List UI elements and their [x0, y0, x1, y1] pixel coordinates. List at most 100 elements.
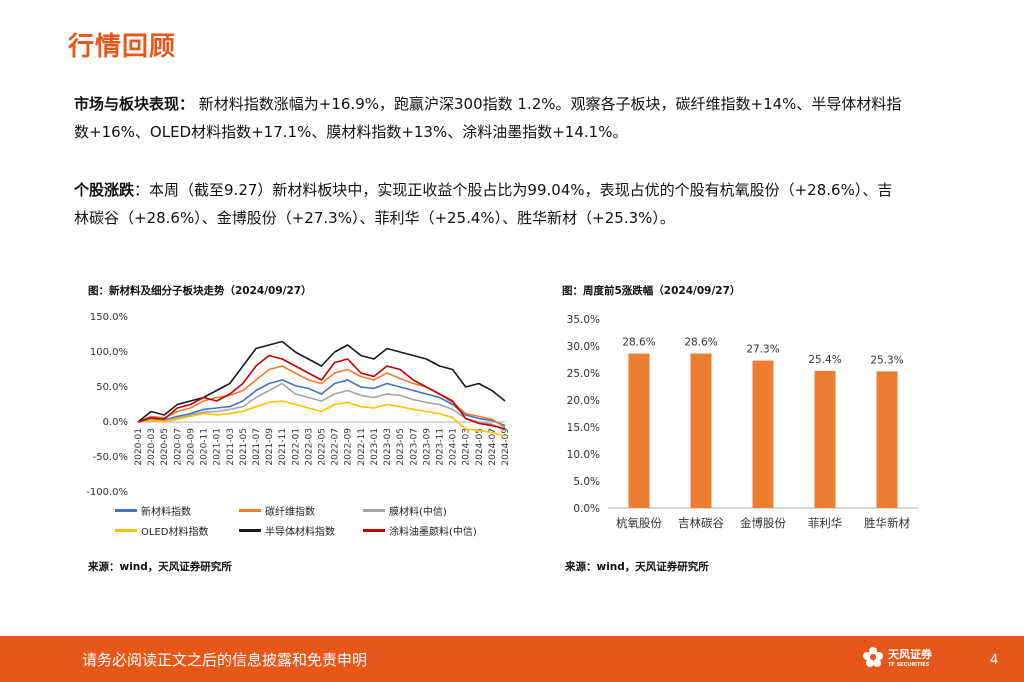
x-tick-label: 2024-07	[488, 428, 498, 466]
x-tick-label: 2021-03	[226, 428, 236, 466]
category-label: 菲利华	[808, 516, 843, 530]
paragraph-text-line2: 林碳谷（+28.6%）、金博股份（+27.3%）、菲利华（+25.4%）、胜华新…	[74, 209, 675, 227]
logo-text: 天风证券	[888, 648, 932, 661]
series-line	[137, 354, 506, 430]
x-tick-label: 2020-07	[173, 428, 183, 466]
x-tick-label: 2023-01	[370, 428, 380, 466]
legend-swatch	[363, 509, 385, 512]
x-tick-label: 2021-09	[265, 428, 275, 466]
y-tick-label: 20.0%	[567, 395, 600, 407]
x-tick-label: 2022-03	[304, 428, 314, 466]
x-tick-label: 2022-07	[331, 428, 341, 466]
y-tick-label: 0.0%	[573, 503, 600, 515]
x-tick-label: 2020-01	[134, 428, 144, 466]
y-tick-label: 50.0%	[96, 382, 128, 393]
footer-bar	[0, 636, 1024, 682]
x-tick-label: 2021-05	[239, 428, 249, 466]
legend-item: 膜材料(中信)	[363, 503, 447, 518]
legend-item: 新材料指数	[115, 503, 191, 518]
y-tick-label: -100.0%	[86, 487, 128, 498]
line-chart-legend: 新材料指数 碳纤维指数 膜材料(中信) OLED材料指数 半导体材料指数 涂料油墨颜料(中…	[115, 503, 535, 543]
y-tick-label: 150.0%	[90, 312, 128, 323]
x-tick-label: 2024-05	[475, 428, 485, 466]
legend-label: 半导体材料指数	[265, 527, 335, 538]
legend-label: 膜材料(中信)	[389, 507, 447, 518]
series-line	[137, 340, 506, 423]
x-tick-label: 2024-03	[462, 428, 472, 466]
series-line	[137, 379, 506, 427]
x-tick-label: 2023-07	[409, 428, 419, 466]
bar	[628, 353, 650, 508]
logo-subtext: TF SECURITIES	[888, 662, 930, 668]
x-tick-label: 2024-09	[501, 428, 511, 466]
paragraph-text-line1: ：本周（截至9.27）新材料板块中，实现正收益个股占比为99.04%，表现占优的…	[134, 181, 893, 199]
figure2-source: 来源：wind，天风证券研究所	[565, 561, 709, 573]
x-tick-label: 2023-03	[383, 428, 393, 466]
category-label: 金博股份	[740, 516, 786, 530]
paragraph-text-line1: 新材料指数涨幅为+16.9%，跑赢沪深300指数 1.2%。观察各子板块，碳纤维…	[198, 95, 902, 113]
y-tick-label: 35.0%	[567, 314, 600, 326]
market-performance-paragraph: 市场与板块表现： 新材料指数涨幅为+16.9%，跑赢沪深300指数 1.2%。观…	[74, 90, 954, 146]
bar-value-label: 25.4%	[808, 354, 841, 366]
legend-item: 半导体材料指数	[239, 523, 335, 538]
bar	[814, 370, 836, 508]
legend-item: OLED材料指数	[115, 523, 208, 538]
category-label: 胜华新材	[864, 516, 910, 530]
legend-swatch	[115, 509, 137, 512]
bar	[690, 353, 712, 508]
legend-swatch	[239, 509, 261, 512]
x-tick-label: 2020-09	[186, 428, 196, 466]
y-tick-label: 15.0%	[567, 422, 600, 434]
x-tick-label: 2022-09	[344, 428, 354, 466]
legend-swatch	[115, 529, 137, 532]
category-label: 吉林碳谷	[678, 516, 724, 530]
line-chart: 150.0% 100.0% 50.0% 0.0% -50.0% -100.0% 2020-0…	[86, 312, 511, 498]
page-number: 4	[990, 653, 999, 668]
category-label: 杭氧股份	[616, 516, 662, 530]
legend-label: 涂料油墨颜料(中信)	[389, 527, 477, 538]
series-line	[137, 365, 506, 429]
figure1-title: 图：新材料及细分子板块走势（2024/09/27）	[88, 285, 312, 297]
legend-swatch	[363, 529, 385, 532]
y-tick-label: -50.0%	[93, 452, 128, 463]
x-tick-label: 2022-01	[291, 428, 301, 466]
legend-item: 碳纤维指数	[239, 503, 315, 518]
legend-label: OLED材料指数	[141, 527, 209, 538]
bar-value-label: 25.3%	[870, 354, 903, 366]
series-line	[137, 382, 506, 432]
y-tick-label: 0.0%	[103, 417, 128, 428]
x-tick-label: 2023-09	[422, 428, 432, 466]
paragraph-label: 市场与板块表现：	[74, 95, 195, 113]
stock-movement-paragraph: 个股涨跌：本周（截至9.27）新材料板块中，实现正收益个股占比为99.04%，表…	[74, 176, 954, 232]
x-tick-label: 2024-01	[449, 428, 459, 466]
y-tick-label: 100.0%	[90, 347, 128, 358]
x-tick-label: 2023-11	[435, 428, 445, 466]
x-tick-label: 2023-05	[396, 428, 406, 466]
x-tick-label: 2020-05	[160, 428, 170, 466]
paragraph-text-line2: 数+16%、OLED材料指数+17.1%、膜材料指数+13%、涂料油墨指数+14…	[74, 123, 628, 141]
y-tick-label: 5.0%	[573, 476, 600, 488]
x-tick-label: 2022-05	[318, 428, 328, 466]
series-line	[137, 400, 506, 437]
x-tick-label: 2020-11	[200, 428, 210, 466]
flower-logo-icon	[863, 647, 883, 667]
y-tick-label: 30.0%	[567, 341, 600, 353]
footer-disclaimer: 请务必阅读正文之后的信息披露和免责申明	[82, 651, 368, 669]
paragraph-label: 个股涨跌	[74, 181, 135, 199]
x-tick-label: 2021-01	[213, 428, 223, 466]
y-tick-label: 10.0%	[567, 449, 600, 461]
x-tick-label: 2021-11	[278, 428, 288, 466]
legend-swatch	[239, 529, 261, 532]
legend-label: 碳纤维指数	[265, 507, 315, 518]
bar-value-label: 28.6%	[622, 337, 655, 349]
legend-label: 新材料指数	[141, 507, 191, 518]
x-tick-label: 2020-03	[147, 428, 157, 466]
x-tick-label: 2022-11	[357, 428, 367, 466]
footer-logo: 天风证券 TF SECURITIES	[862, 646, 932, 668]
bar	[876, 371, 898, 508]
legend-item: 涂料油墨颜料(中信)	[363, 523, 477, 538]
x-tick-label: 2021-07	[252, 428, 262, 466]
bar-value-label: 28.6%	[684, 337, 717, 349]
figure1-source: 来源：wind，天风证券研究所	[88, 561, 232, 573]
figure2-title: 图：周度前5涨跌幅（2024/09/27）	[562, 285, 741, 297]
